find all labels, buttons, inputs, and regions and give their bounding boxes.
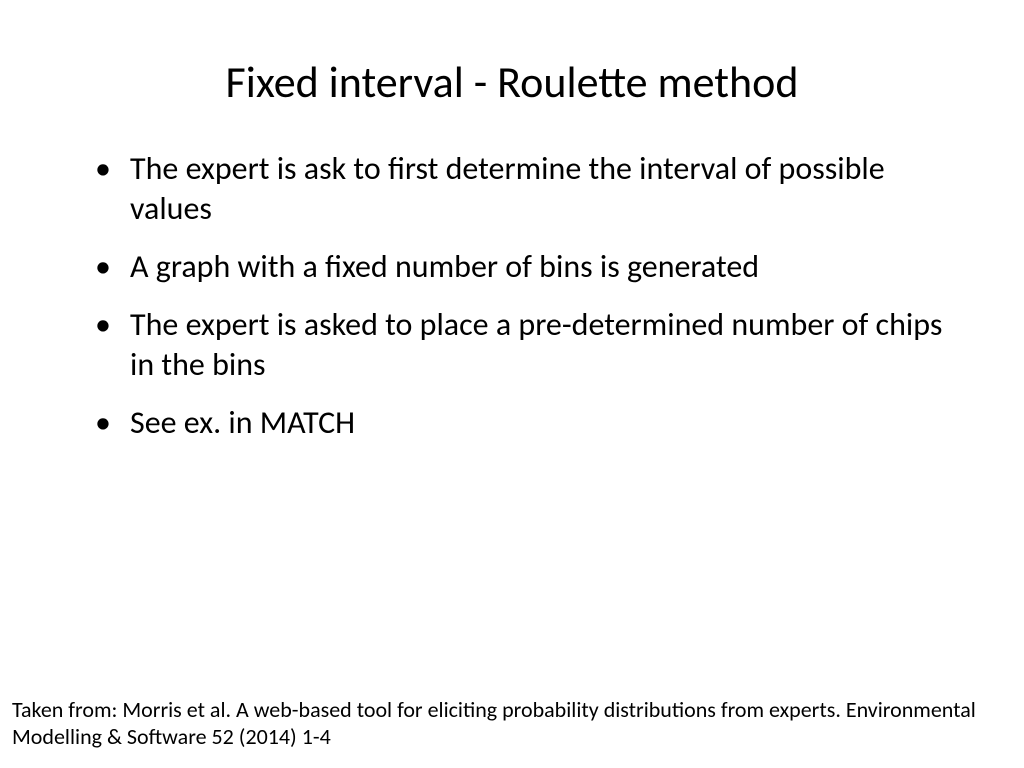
bullet-item: A graph with a fixed number of bins is g… <box>95 247 954 287</box>
bullet-list: The expert is ask to first determine the… <box>0 149 1024 443</box>
bullet-item: The expert is ask to first determine the… <box>95 149 954 229</box>
bullet-item: See ex. in MATCH <box>95 403 954 443</box>
citation-text: Taken from: Morris et al. A web-based to… <box>12 697 1012 750</box>
slide-title: Fixed interval - Roulette method <box>0 0 1024 149</box>
bullet-item: The expert is asked to place a pre-deter… <box>95 305 954 385</box>
